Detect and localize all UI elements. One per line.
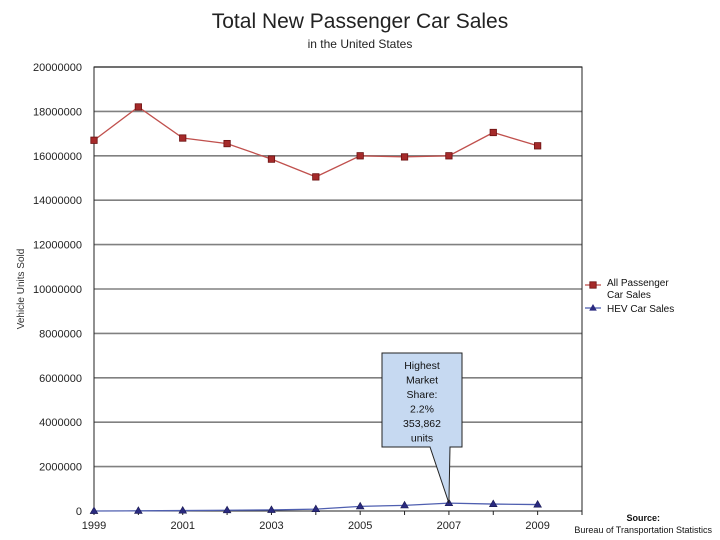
data-point xyxy=(134,103,142,111)
annotation-callout xyxy=(381,352,463,504)
chart-title: Total New Passenger Car Sales xyxy=(211,10,509,33)
legend-label: Car Sales xyxy=(607,290,651,301)
data-point xyxy=(355,501,365,510)
y-tick-label: 18000000 xyxy=(33,106,82,118)
legend-label: HEV Car Sales xyxy=(607,304,674,315)
y-tick-label: 14000000 xyxy=(33,195,82,207)
y-tick-label: 16000000 xyxy=(33,151,82,163)
data-point xyxy=(488,499,498,507)
y-tick-label: 12000000 xyxy=(33,240,82,252)
data-point xyxy=(222,505,232,514)
data-point xyxy=(534,142,542,150)
data-point xyxy=(311,504,321,513)
annotation-text: 2.2% xyxy=(410,404,434,416)
legend-marker xyxy=(589,281,597,289)
annotation-text: Share: xyxy=(407,389,438,401)
data-point xyxy=(89,506,99,514)
source-text: Bureau of Transportation Statistics xyxy=(574,525,712,535)
data-point xyxy=(90,136,98,144)
x-tick-label: 2003 xyxy=(259,520,283,532)
data-point xyxy=(400,153,409,161)
data-point xyxy=(178,505,188,514)
y-tick-label: 20000000 xyxy=(33,62,82,74)
y-tick-label: 0 xyxy=(76,506,82,518)
x-tick-label: 1999 xyxy=(82,520,106,532)
source-note: Source: Bureau of Transportation Statist… xyxy=(574,512,712,536)
data-point xyxy=(400,500,409,509)
x-tick-label: 2001 xyxy=(170,520,194,532)
data-point xyxy=(179,134,187,142)
data-point xyxy=(223,139,231,148)
annotation-text: 353,862 xyxy=(403,418,441,430)
data-point xyxy=(445,152,453,160)
y-tick-label: 8000000 xyxy=(39,328,82,340)
data-point xyxy=(489,128,497,137)
data-point xyxy=(356,152,364,160)
series-line xyxy=(93,106,538,178)
x-tick-label: 2005 xyxy=(348,520,372,532)
chart-subtitle: in the United States xyxy=(307,37,413,51)
y-tick-label: 6000000 xyxy=(39,373,82,385)
x-tick-label: 2007 xyxy=(437,520,461,532)
data-point xyxy=(134,506,143,514)
y-axis-label: Vehicle Units Sold xyxy=(16,249,27,330)
y-tick-label: 2000000 xyxy=(39,462,82,474)
x-tick-label: 2009 xyxy=(525,520,549,532)
annotation-text: Market xyxy=(406,375,438,387)
legend-marker xyxy=(589,304,597,311)
data-point xyxy=(267,155,276,163)
data-point xyxy=(267,505,276,513)
source-label: Source: xyxy=(626,513,660,523)
data-point xyxy=(533,499,542,508)
y-tick-label: 4000000 xyxy=(39,417,82,429)
annotation-text: Highest xyxy=(404,360,440,372)
y-tick-label: 10000000 xyxy=(33,284,82,296)
plot-area-border xyxy=(93,66,583,512)
legend-label: All Passenger xyxy=(607,278,669,289)
data-point xyxy=(312,173,320,181)
annotation-text: units xyxy=(411,433,433,445)
